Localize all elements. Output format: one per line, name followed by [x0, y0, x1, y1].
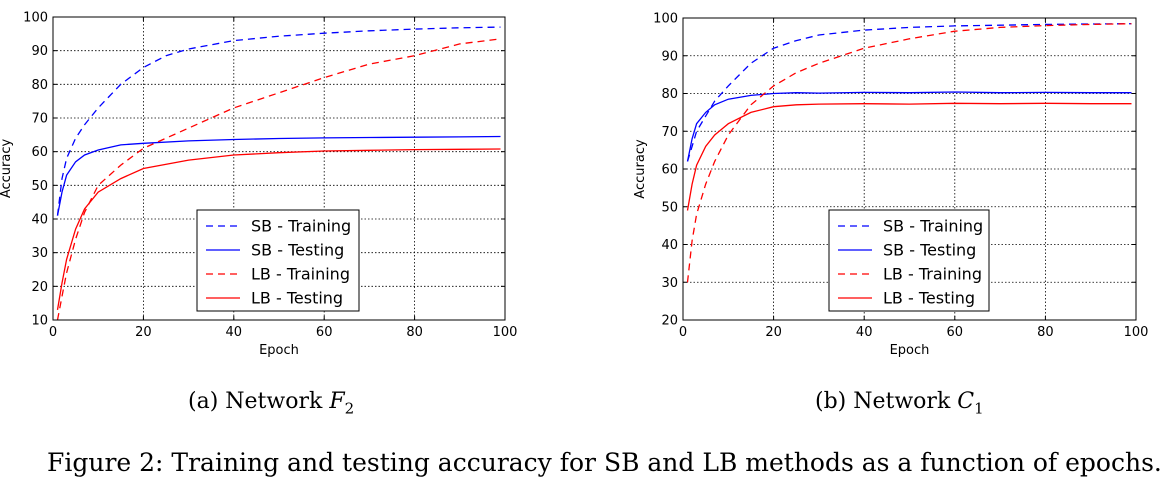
- y-tick-label: 80: [661, 87, 678, 102]
- y-tick-label: 60: [661, 163, 678, 178]
- y-tick-label: 70: [31, 112, 48, 127]
- plot-frame: [52, 16, 506, 321]
- x-tick-label: 0: [679, 325, 687, 340]
- y-tick-label: 90: [31, 44, 48, 59]
- y-tick-label: 70: [661, 125, 678, 140]
- y-tick-label: 50: [31, 179, 48, 194]
- x-tick-label: 100: [1124, 325, 1149, 340]
- x-tick-label: 20: [135, 325, 152, 340]
- x-tick-label: 60: [947, 325, 964, 340]
- legend-entry: SB - Testing: [883, 241, 976, 260]
- chart-network-f2: 0 20 40 60 80 100 10 20 30 40 50 60 70 80 90 100 Epoch Ac…: [0, 11, 518, 359]
- y-tick-label: 90: [661, 49, 678, 64]
- x-tick-label: 80: [1037, 325, 1054, 340]
- y-tick-label: 30: [31, 246, 48, 261]
- legend-entry: LB - Testing: [883, 289, 975, 308]
- y-axis-label: Accuracy: [0, 139, 14, 199]
- y-tick-label: 20: [661, 314, 678, 329]
- legend-entry: LB - Training: [883, 265, 982, 284]
- series-line-4: [686, 102, 1132, 211]
- legend-entry: LB - Testing: [251, 289, 343, 308]
- legend: SB - Training SB - Testing LB - Training LB…: [828, 209, 990, 312]
- chart-network-c1: 0 20 40 60 80 1002030405060708090100EpochAccu…: [633, 12, 1149, 359]
- x-tick-label: 40: [856, 325, 873, 340]
- x-tick-label: 0: [49, 325, 57, 340]
- subcaption-b: (b) Network C1: [815, 389, 984, 418]
- y-tick-label: 10: [31, 314, 48, 329]
- x-tick-label: 100: [493, 325, 518, 340]
- x-axis-label: Epoch: [259, 343, 299, 358]
- subcaption-a: (a) Network F2: [188, 389, 355, 418]
- y-tick-label: 40: [31, 213, 48, 228]
- y-tick-label: 80: [31, 78, 48, 93]
- legend-box: [828, 209, 990, 312]
- legend-entry: SB - Testing: [251, 241, 344, 260]
- legend: SB - Training SB - Testing LB - Training LB…: [196, 209, 360, 312]
- series-line-2: [686, 91, 1132, 162]
- series-line-1: [56, 26, 501, 216]
- y-axis-label: Accuracy: [633, 139, 648, 199]
- x-axis-label: Epoch: [890, 343, 930, 358]
- series-line-3: [56, 38, 501, 321]
- y-tick-label: 30: [661, 276, 678, 291]
- series-line-3: [686, 23, 1132, 283]
- legend-entry: SB - Training: [883, 217, 983, 236]
- series-line-2: [56, 135, 501, 216]
- x-tick-label: 20: [765, 325, 782, 340]
- figure-caption: Figure 2: Training and testing accuracy …: [47, 448, 1162, 477]
- y-tick-label: 100: [653, 12, 678, 27]
- y-tick-label: 50: [661, 200, 678, 215]
- y-tick-label: 100: [23, 11, 48, 26]
- y-tick-label: 20: [31, 280, 48, 295]
- x-tick-label: 40: [226, 325, 243, 340]
- series-line-1: [686, 23, 1132, 162]
- x-tick-label: 80: [406, 325, 423, 340]
- y-tick-label: 60: [31, 145, 48, 160]
- legend-box: [196, 209, 360, 312]
- legend-entry: LB - Training: [251, 265, 350, 284]
- series-line-4: [56, 148, 501, 311]
- x-tick-label: 60: [316, 325, 333, 340]
- y-tick-label: 40: [661, 238, 678, 253]
- legend-entry: SB - Training: [251, 217, 351, 236]
